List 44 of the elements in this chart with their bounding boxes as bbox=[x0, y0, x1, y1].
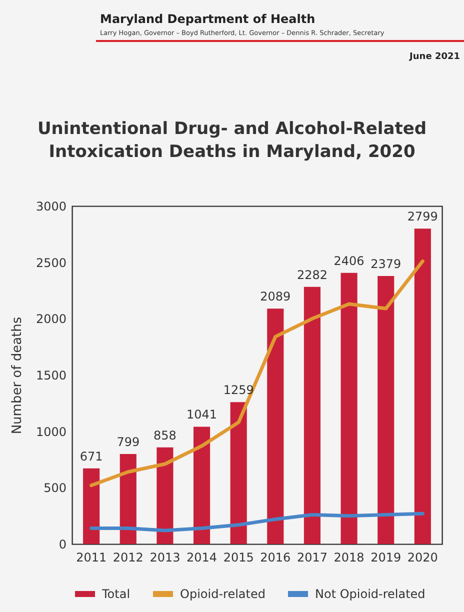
y-axis-title: Number of deaths bbox=[10, 316, 25, 434]
bar bbox=[230, 402, 247, 544]
data-label: 2379 bbox=[370, 256, 402, 271]
text: June 2021 bbox=[410, 52, 460, 62]
y-tick-label: 1000 bbox=[36, 424, 66, 439]
data-label: 671 bbox=[80, 449, 103, 464]
legend-label: Opioid-related bbox=[180, 587, 266, 601]
y-tick-label: 2000 bbox=[36, 312, 66, 326]
x-tick-label: 2020 bbox=[407, 550, 438, 564]
bar bbox=[304, 286, 321, 544]
x-tick-label: 2019 bbox=[370, 550, 402, 564]
y-tick-label: 0 bbox=[58, 538, 66, 552]
chart-title: Unintentional Drug- and Alcohol-Related Intoxication Deaths in Maryland, 2020 bbox=[36, 118, 428, 164]
data-label: 2282 bbox=[296, 268, 328, 282]
y-tick-label: 2500 bbox=[36, 256, 66, 270]
x-tick-label: 2012 bbox=[112, 550, 144, 564]
bar bbox=[340, 272, 358, 544]
bar bbox=[267, 308, 284, 544]
data-label: 2799 bbox=[407, 210, 438, 224]
bar bbox=[414, 228, 431, 544]
x-tick-label: 2013 bbox=[150, 550, 180, 564]
text: Maryland Department of Health bbox=[100, 12, 316, 26]
bar bbox=[120, 454, 136, 544]
x-tick-label: 2016 bbox=[260, 550, 291, 564]
line-series bbox=[90, 512, 424, 532]
x-tick-label: 2017 bbox=[296, 550, 328, 564]
x-tick-label: 2014 bbox=[186, 550, 218, 564]
legend-label: Not Opioid-related bbox=[315, 587, 426, 601]
legend-label: Total bbox=[101, 587, 130, 601]
x-tick-label: 2011 bbox=[76, 550, 107, 564]
bar bbox=[83, 468, 100, 544]
bar bbox=[378, 276, 394, 544]
bar bbox=[156, 447, 174, 544]
y-tick-label: 500 bbox=[44, 481, 66, 496]
y-tick-label: 1500 bbox=[36, 368, 66, 382]
data-label: 2089 bbox=[260, 290, 291, 304]
data-label: 799 bbox=[116, 434, 140, 449]
x-tick-label: 2018 bbox=[334, 550, 364, 564]
y-tick-label: 3000 bbox=[36, 200, 66, 214]
bar bbox=[193, 426, 210, 544]
data-label: 858 bbox=[154, 428, 176, 442]
x-tick-label: 2015 bbox=[223, 550, 254, 564]
data-label: 1041 bbox=[186, 408, 218, 422]
data-label: 2406 bbox=[334, 254, 364, 268]
